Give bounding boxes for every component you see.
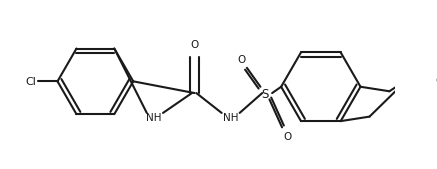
Text: O: O bbox=[283, 132, 291, 142]
Text: O: O bbox=[237, 55, 246, 65]
Text: S: S bbox=[261, 88, 269, 101]
Text: O: O bbox=[436, 76, 437, 86]
Text: O: O bbox=[191, 40, 199, 50]
Text: Cl: Cl bbox=[25, 77, 36, 87]
Text: NH: NH bbox=[146, 113, 162, 123]
Text: NH: NH bbox=[223, 113, 239, 123]
